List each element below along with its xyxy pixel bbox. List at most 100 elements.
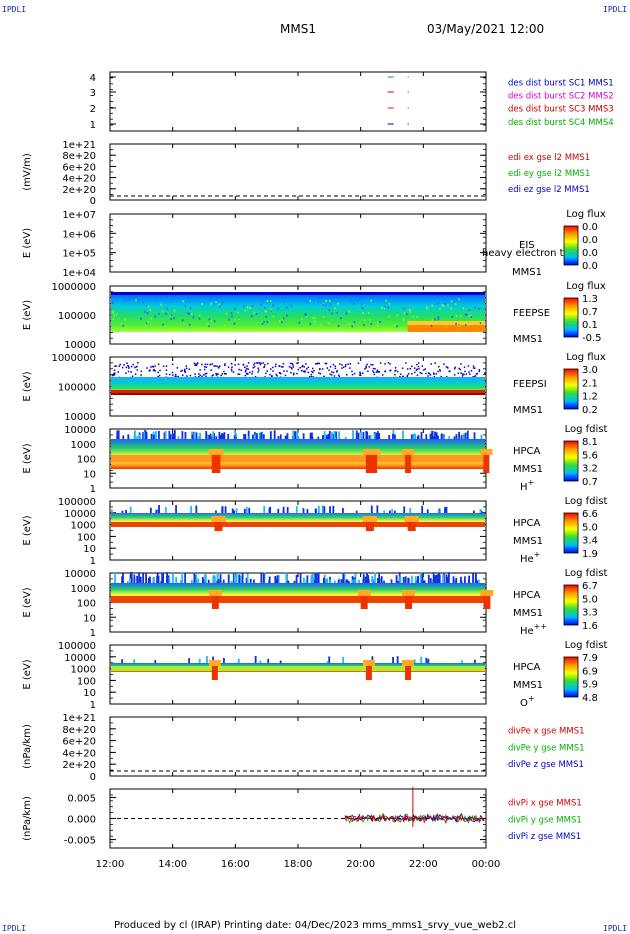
feepsi-sparse-dot	[443, 363, 445, 365]
feepsi-sparse-dot	[389, 363, 391, 365]
feepse-texture	[231, 315, 233, 318]
hpca-fringe	[258, 432, 261, 439]
feepse-texture	[266, 300, 269, 303]
feepsi-sparse-dot	[212, 374, 214, 376]
hpca-fringe	[206, 656, 208, 663]
feepsi-sparse-dot	[476, 372, 479, 375]
hpca-fringe	[444, 507, 446, 513]
feepse-texture	[224, 324, 226, 327]
hpca-fringe	[404, 576, 407, 583]
hpca-fringe	[215, 510, 217, 513]
hpca-fringe	[402, 576, 405, 583]
feepse-texture	[221, 301, 224, 304]
feepsi-sparse-dot	[146, 367, 148, 369]
feepsi-sparse-dot	[419, 371, 421, 374]
feepse-texture	[434, 318, 436, 321]
feepse-texture	[479, 322, 482, 325]
feepse-texture	[352, 302, 355, 305]
feepsi-sparse-dot	[329, 366, 332, 368]
hpca-fringe	[286, 507, 289, 513]
feepsi-sparse-dot	[211, 363, 214, 365]
feepse-texture	[264, 306, 266, 309]
hpca-fringe	[191, 579, 193, 583]
colorbar-tick-label: 6.6	[582, 509, 598, 520]
feepsi-sparse-dot	[366, 363, 368, 366]
feepsi-sparse-dot	[371, 370, 374, 372]
hpca-fringe	[121, 510, 124, 513]
feepse-texture	[169, 314, 171, 317]
feepse-texture	[188, 312, 191, 315]
hpca-fringe	[269, 431, 272, 439]
feepse-texture	[468, 309, 470, 312]
feepsi-sparse-dot	[194, 364, 196, 366]
feepse-texture	[243, 305, 245, 308]
feepsi-sparse-dot	[394, 373, 396, 376]
feepsi-sparse-dot	[381, 374, 384, 376]
legend-entry: divPe z gse MMS1	[508, 760, 584, 770]
hpca-fringe	[195, 505, 198, 513]
feepsi-sparse-dot	[242, 364, 245, 366]
feepse-texture	[233, 322, 236, 325]
feepse-texture	[470, 315, 472, 318]
feepsi-sparse-dot	[377, 371, 379, 373]
feepsi-sparse-dot	[309, 375, 311, 378]
hpca-fringe	[474, 659, 476, 663]
colorbar-tick-label: 0.0	[582, 222, 598, 233]
hpca-fringe	[209, 433, 212, 439]
feepse-texture	[142, 301, 144, 304]
feepse-texture	[450, 300, 453, 303]
feepse-texture	[328, 309, 331, 312]
feepsi-sparse-dot	[251, 370, 254, 373]
hpca-fringe	[142, 432, 145, 439]
hpca-fringe	[345, 579, 348, 583]
feepsi-sparse-dot	[237, 373, 239, 375]
feepsi-sparse-dot	[264, 363, 266, 366]
hpca-dropout	[211, 596, 219, 609]
feepse-texture	[416, 315, 418, 318]
feepsi-sparse-dot	[203, 374, 205, 376]
feepse-texture	[165, 312, 167, 315]
feepsi-sparse-dot	[252, 366, 255, 369]
feepse-texture	[431, 304, 434, 307]
feepsi-sparse-dot	[253, 362, 256, 364]
instrument-label: HPCA	[513, 518, 541, 529]
colorbar	[563, 512, 579, 554]
hpca-fringe	[282, 506, 285, 513]
hpca-fringe	[376, 505, 379, 513]
hpca-fringe	[354, 573, 357, 583]
hpca-fringe	[154, 660, 157, 663]
feepsi-sparse-dot	[379, 362, 382, 364]
hpca-fringe	[302, 508, 305, 513]
x-tick-label: 00:00	[472, 859, 501, 870]
feepsi-sparse-dot	[394, 367, 397, 369]
hpca-fringe	[243, 508, 246, 513]
hpca-fringe	[285, 572, 288, 583]
footer-credits: Produced by cl (IRAP) Printing date: 04/…	[114, 920, 516, 931]
hpca-fringe	[268, 576, 271, 583]
hpca-fringe	[208, 434, 211, 439]
feepsi-sparse-dot	[244, 366, 246, 368]
feepsi-sparse-dot	[134, 373, 137, 375]
hpca-fringe	[462, 433, 465, 439]
feepsi-sparse-dot	[429, 374, 432, 376]
feepsi-sparse-dot	[359, 374, 361, 376]
feepsi-sparse-dot	[136, 369, 139, 371]
colorbar-tick-label: 5.0	[582, 522, 598, 533]
hpca-fringe	[463, 576, 466, 583]
colorbar-tick-label: 2.1	[582, 378, 598, 389]
y-tick-label: 2e+20	[62, 760, 96, 771]
hpca-fringe	[355, 510, 358, 513]
y-tick-label: 3	[90, 88, 96, 99]
colorbar-tick-label: 0.0	[582, 261, 598, 272]
feepsi-sparse-dot	[296, 372, 298, 375]
feepsi-sparse-dot	[259, 363, 261, 366]
feepsi-sparse-dot	[378, 371, 380, 373]
feepsi-sparse-dot	[342, 366, 345, 369]
hpca-fringe	[331, 432, 333, 439]
hpca-fringe	[338, 431, 340, 439]
feepse-texture	[465, 324, 467, 327]
feepsi-sparse-dot	[296, 362, 298, 365]
feepsi-sparse-dot	[292, 373, 295, 376]
y-axis-label: (nPa/km)	[22, 724, 33, 769]
feepsi-sparse-dot	[280, 366, 283, 368]
